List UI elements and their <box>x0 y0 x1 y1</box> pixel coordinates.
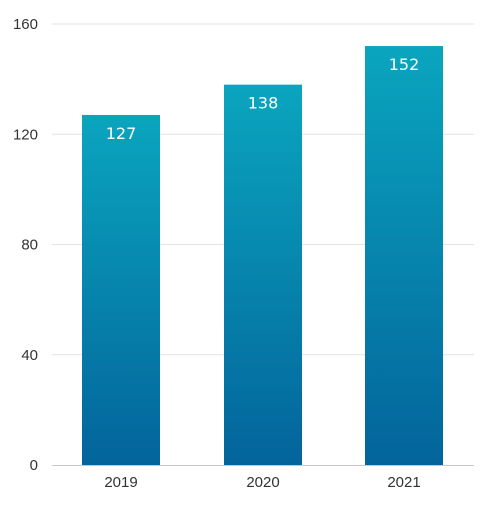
y-tick-label: 40 <box>21 347 38 364</box>
x-tick-label-2019: 2019 <box>104 474 137 491</box>
y-tick-label: 0 <box>30 457 38 474</box>
bar-2020 <box>224 84 302 465</box>
x-tick-label-2020: 2020 <box>246 474 279 491</box>
bar-2021 <box>365 46 443 466</box>
y-tick-label: 80 <box>21 237 38 254</box>
bars: 127 138 152 <box>82 46 443 466</box>
data-label-2021: 152 <box>389 55 420 74</box>
bar-2019 <box>82 114 160 466</box>
y-tick-label: 120 <box>13 126 38 143</box>
data-label-2019: 127 <box>106 124 137 143</box>
x-tick-label-2021: 2021 <box>387 474 420 491</box>
y-axis-ticks: 0 40 80 120 160 <box>13 16 38 474</box>
y-tick-label: 160 <box>13 16 38 33</box>
data-label-2020: 138 <box>248 94 279 113</box>
x-axis-ticks: 2019 2020 2021 <box>104 474 420 491</box>
